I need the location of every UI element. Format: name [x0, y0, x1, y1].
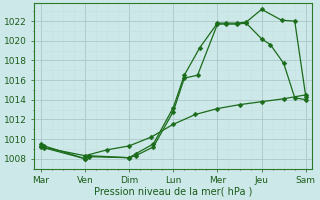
- X-axis label: Pression niveau de la mer( hPa ): Pression niveau de la mer( hPa ): [94, 187, 252, 197]
